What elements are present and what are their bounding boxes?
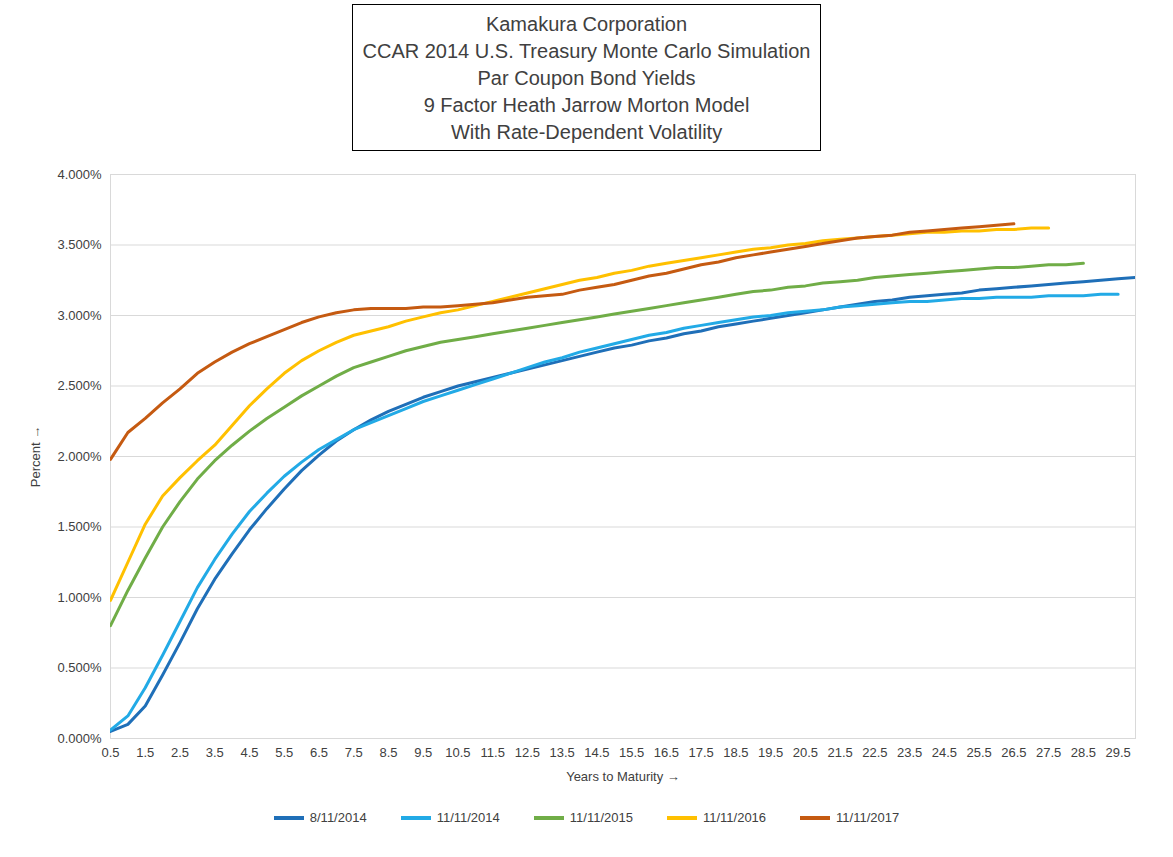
svg-text:13.5: 13.5 xyxy=(550,745,575,760)
svg-text:Percent →: Percent → xyxy=(28,426,43,487)
html-text:8/11/2014: 8/11/2014 xyxy=(309,810,367,825)
svg-text:27.5: 27.5 xyxy=(1036,745,1061,760)
svg-text:19.5: 19.5 xyxy=(758,745,783,760)
html-text:11/11/2017: 11/11/2017 xyxy=(836,810,900,825)
svg-text:2.000%: 2.000% xyxy=(57,449,102,464)
svg-text:16.5: 16.5 xyxy=(654,745,679,760)
svg-text:1.5: 1.5 xyxy=(136,745,154,760)
svg-text:17.5: 17.5 xyxy=(689,745,714,760)
svg-text:10.5: 10.5 xyxy=(445,745,470,760)
svg-text:4.5: 4.5 xyxy=(240,745,258,760)
html-text:Kamakura Corporation CCAR 2014: Kamakura Corporation CCAR 2014 U.S. Trea… xyxy=(362,13,811,143)
svg-text:21.5: 21.5 xyxy=(828,745,853,760)
svg-text:1.500%: 1.500% xyxy=(57,519,102,534)
svg-text:Years to Maturity →: Years to Maturity → xyxy=(566,769,680,784)
svg-text:3.000%: 3.000% xyxy=(57,308,102,323)
svg-text:29.5: 29.5 xyxy=(1105,745,1130,760)
svg-text:25.5: 25.5 xyxy=(966,745,991,760)
svg-text:0.500%: 0.500% xyxy=(57,660,102,675)
svg-text:14.5: 14.5 xyxy=(584,745,609,760)
svg-text:6.5: 6.5 xyxy=(310,745,328,760)
svg-text:20.5: 20.5 xyxy=(793,745,818,760)
svg-text:8.5: 8.5 xyxy=(379,745,397,760)
svg-text:2.500%: 2.500% xyxy=(57,378,102,393)
svg-text:0.000%: 0.000% xyxy=(57,731,102,746)
svg-text:24.5: 24.5 xyxy=(932,745,957,760)
svg-text:22.5: 22.5 xyxy=(862,745,887,760)
svg-text:11.5: 11.5 xyxy=(481,745,505,760)
svg-text:0.5: 0.5 xyxy=(101,745,119,760)
svg-text:5.5: 5.5 xyxy=(275,745,293,760)
svg-text:2.5: 2.5 xyxy=(171,745,189,760)
svg-text:3.500%: 3.500% xyxy=(57,237,102,252)
svg-text:23.5: 23.5 xyxy=(897,745,922,760)
svg-text:7.5: 7.5 xyxy=(345,745,363,760)
svg-text:4.000%: 4.000% xyxy=(57,167,102,182)
svg-text:3.5: 3.5 xyxy=(206,745,224,760)
svg-text:12.5: 12.5 xyxy=(515,745,540,760)
svg-text:1.000%: 1.000% xyxy=(57,590,102,605)
svg-text:28.5: 28.5 xyxy=(1071,745,1096,760)
html-text:11/11/2014: 11/11/2014 xyxy=(436,810,500,825)
svg-text:18.5: 18.5 xyxy=(723,745,748,760)
svg-text:9.5: 9.5 xyxy=(414,745,432,760)
svg-text:15.5: 15.5 xyxy=(619,745,644,760)
html-text:11/11/2016: 11/11/2016 xyxy=(702,810,767,825)
html-text:11/11/2015: 11/11/2015 xyxy=(569,810,633,825)
svg-text:26.5: 26.5 xyxy=(1001,745,1026,760)
